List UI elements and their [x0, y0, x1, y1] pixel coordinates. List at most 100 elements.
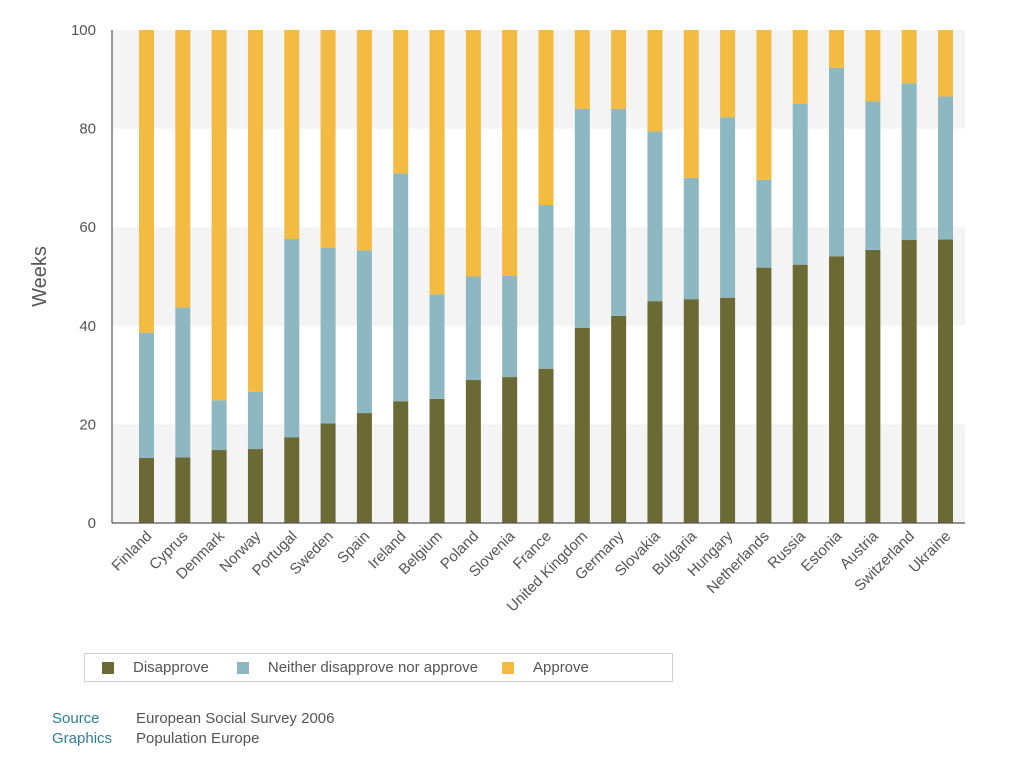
bar-segment-disapprove [829, 256, 845, 523]
legend-label-approve: Approve [533, 659, 589, 676]
bar-segment-neither [175, 307, 191, 458]
bar-segment-approve [574, 30, 590, 109]
legend-label-neither: Neither disapprove nor approve [267, 659, 478, 676]
bar-segment-disapprove [320, 423, 336, 523]
bar-segment-neither [647, 131, 663, 302]
bar-segment-approve [647, 30, 663, 132]
bar-segment-approve [720, 30, 736, 118]
legend: Disapprove Neither disapprove nor approv… [84, 653, 673, 682]
bar-segment-disapprove [393, 401, 409, 523]
bar-segment-disapprove [647, 301, 663, 523]
bar-segment-approve [792, 30, 808, 104]
stacked-bar-chart: 0 20 40 60 80 100 FinlandCyprusDenmarkNorwayP… [29, 22, 965, 615]
y-tick-label: 80 [79, 121, 96, 138]
bar-segment-approve [175, 30, 191, 308]
bar-segment-neither [538, 205, 554, 369]
credit-source-key: Source [52, 710, 100, 727]
bar-segment-neither [611, 108, 627, 316]
x-tick-labels: FinlandCyprusDenmarkNorwayPortugalSweden… [109, 527, 955, 615]
bar-segment-disapprove [211, 450, 227, 523]
bar-segment-neither [865, 101, 881, 250]
bar-segment-disapprove [465, 380, 481, 523]
bar-segment-neither [901, 83, 917, 241]
bar-segment-disapprove [175, 457, 191, 523]
bar-segment-neither [502, 276, 518, 378]
y-tick-label: 60 [79, 219, 96, 236]
bar-segment-disapprove [538, 368, 554, 523]
bar-segment-disapprove [720, 297, 736, 523]
y-axis-title: Weeks [29, 246, 51, 307]
bar-segment-disapprove [792, 264, 808, 523]
bar-segment-approve [865, 30, 881, 102]
credit-source-value: European Social Survey 2006 [136, 710, 335, 727]
bar-segment-neither [792, 103, 808, 265]
legend-swatch-approve [502, 661, 514, 674]
bar-segment-disapprove [901, 240, 917, 523]
legend-swatch-neither [236, 661, 249, 674]
bar-segment-disapprove [611, 315, 627, 523]
bar-segment-approve [502, 30, 518, 277]
bar-segment-approve [683, 30, 699, 178]
bar-segment-neither [320, 247, 336, 424]
bar-segment-approve [829, 30, 845, 68]
credit-graphics-value: Population Europe [136, 730, 260, 747]
bar-segment-approve [465, 30, 481, 277]
legend-item-disapprove: Disapprove [102, 659, 209, 676]
y-tick-label: 100 [71, 22, 96, 39]
bar-segment-disapprove [284, 437, 300, 523]
legend-item-approve: Approve [502, 659, 589, 676]
x-tick-label: Estonia [798, 527, 846, 575]
bar-segment-neither [393, 173, 409, 402]
bar-segment-disapprove [683, 299, 699, 523]
bar-segment-neither [247, 391, 263, 450]
credit-graphics-key: Graphics [52, 730, 113, 747]
bar-segment-disapprove [247, 449, 263, 523]
bar-segment-approve [211, 30, 227, 401]
bar-segment-neither [683, 177, 699, 300]
credits: Source European Social Survey 2006 Graph… [52, 709, 334, 749]
y-tick-label: 20 [79, 416, 96, 433]
bar-segment-neither [211, 400, 227, 451]
bars [139, 30, 953, 524]
bar-segment-disapprove [574, 327, 590, 523]
bar-segment-neither [829, 67, 845, 257]
bar-segment-disapprove [429, 398, 445, 523]
bar-segment-neither [429, 294, 445, 399]
bar-segment-approve [393, 30, 409, 174]
bar-segment-disapprove [756, 267, 772, 523]
bar-segment-neither [938, 96, 953, 240]
bar-segment-approve [247, 30, 263, 392]
bar-segment-disapprove [356, 413, 372, 523]
credit-graphics: Graphics Population Europe [52, 729, 334, 749]
credit-source: Source European Social Survey 2006 [52, 709, 334, 729]
legend-swatch-disapprove [102, 661, 114, 674]
bar-segment-approve [538, 30, 554, 206]
bar-segment-approve [938, 30, 953, 97]
bar-segment-neither [574, 108, 590, 328]
bar-segment-approve [356, 30, 372, 251]
bar-segment-neither [720, 117, 736, 298]
y-tick-labels: 0 20 40 60 80 100 [71, 22, 96, 532]
bar-segment-approve [320, 30, 336, 248]
bar-segment-approve [284, 30, 300, 240]
bar-segment-approve [611, 30, 627, 109]
bar-segment-neither [465, 276, 481, 381]
bar-segment-disapprove [938, 239, 953, 523]
axes [111, 30, 965, 524]
bar-segment-approve [756, 30, 772, 180]
bar-segment-approve [901, 30, 917, 84]
bar-segment-approve [139, 30, 154, 333]
bar-segment-neither [284, 239, 300, 438]
y-tick-label: 0 [88, 515, 96, 532]
bar-segment-neither [756, 179, 772, 268]
bar-segment-disapprove [139, 457, 154, 523]
bar-segment-neither [356, 250, 372, 414]
bar-segment-disapprove [502, 377, 518, 523]
y-tick-label: 40 [79, 318, 96, 335]
bar-segment-approve [429, 30, 445, 295]
legend-label-disapprove: Disapprove [133, 659, 209, 676]
bar-segment-neither [139, 332, 154, 458]
bar-segment-disapprove [865, 249, 881, 524]
x-tick-label: Finland [109, 528, 156, 575]
legend-item-neither: Neither disapprove nor approve [236, 659, 478, 676]
